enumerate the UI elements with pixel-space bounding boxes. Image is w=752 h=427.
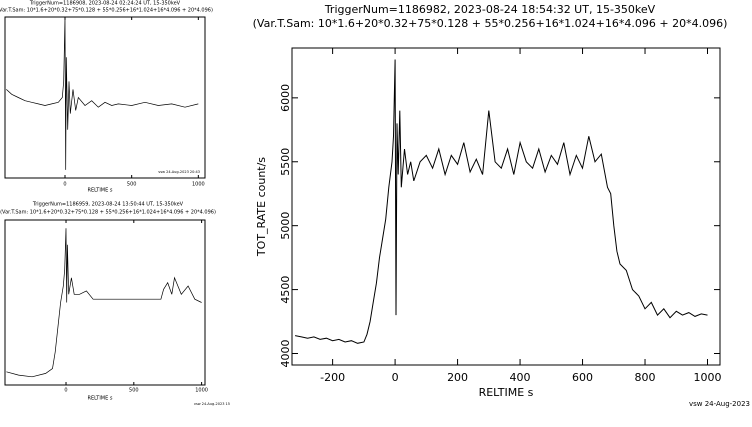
x-tick-label: 0 (63, 182, 66, 188)
y-tick-label: 5000 (279, 212, 292, 240)
x-axis-label: RELTIME s (479, 386, 534, 399)
x-tick-label: 0 (64, 388, 67, 394)
footer: vsw 24-Aug-2023 20:43 (158, 170, 200, 174)
chart-title: TriggerNum=1186908, 2023-08-24 02:24:24 … (29, 1, 181, 7)
y-axis-label: TOT_RATE count/s (255, 157, 268, 257)
x-tick-label: 400 (510, 371, 531, 384)
plot-frame (291, 47, 721, 366)
chart-title: TriggerNum=1186959, 2023-08-24 13:50:44 … (32, 202, 184, 208)
x-tick-label: 1000 (694, 371, 722, 384)
x-tick-label: 500 (127, 182, 137, 188)
footer: vsw 24-Aug-2023 15 (194, 402, 230, 406)
y-tick-label: 4000 (279, 339, 292, 367)
x-tick-label: 500 (129, 388, 139, 394)
x-tick-label: 600 (572, 371, 593, 384)
x-tick-label: 1000 (192, 182, 205, 188)
chart-subtitle: (Var.T.Sam: 10*1.6+20*0.32+75*0.128 + 55… (253, 17, 728, 30)
chart: TriggerNum=1186959, 2023-08-24 13:50:44 … (0, 202, 230, 407)
x-tick-label: 800 (635, 371, 656, 384)
light-curve (6, 228, 202, 378)
chart: TriggerNum=1186982, 2023-08-24 18:54:32 … (253, 3, 750, 408)
x-axis-label: RELTIME s (88, 396, 113, 402)
chart: TriggerNum=1186908, 2023-08-24 02:24:24 … (0, 1, 213, 194)
y-tick-label: 6000 (279, 84, 292, 112)
chart-title: TriggerNum=1186982, 2023-08-24 18:54:32 … (324, 3, 656, 16)
y-tick-label: 5500 (279, 148, 292, 176)
chart-subtitle: (Var.T.Sam: 10*1.6+20*0.32+75*0.128 + 55… (0, 8, 213, 14)
x-tick-label: 0 (392, 371, 399, 384)
y-tick-label: 4500 (279, 276, 292, 304)
x-tick-label: 200 (447, 371, 468, 384)
footer: vsw 24-Aug-2023 (689, 400, 750, 408)
plot-frame (4, 219, 206, 386)
x-tick-label: -200 (320, 371, 345, 384)
light-curve (6, 16, 199, 170)
plot-frame (4, 16, 206, 179)
chart-subtitle: (Var.T.Sam: 10*1.6+20*0.32+75*0.128 + 55… (0, 210, 216, 216)
light-curve (294, 59, 708, 344)
x-axis-label: RELTIME s (88, 188, 113, 194)
x-tick-label: 1000 (195, 388, 208, 394)
